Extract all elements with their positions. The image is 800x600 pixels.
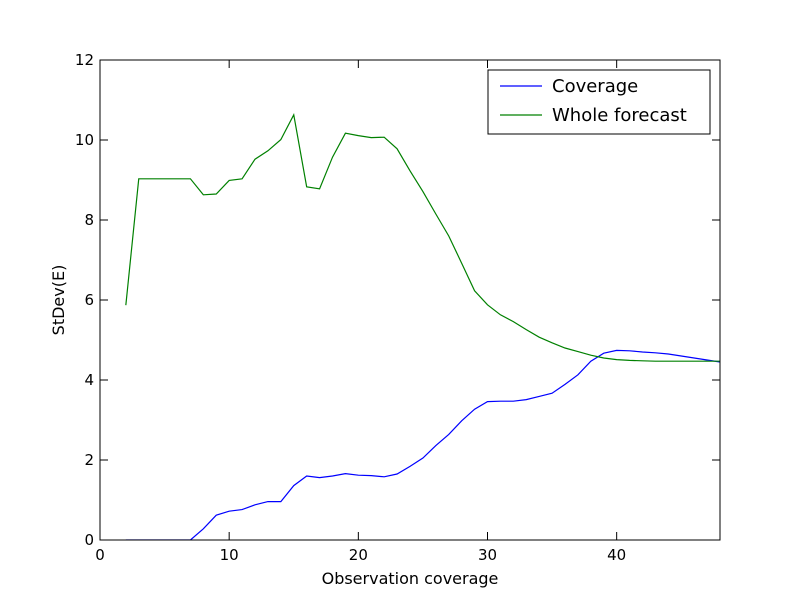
y-tick-label: 10: [75, 131, 94, 149]
y-tick-label: 4: [84, 371, 94, 389]
y-tick-label: 6: [84, 291, 94, 309]
y-axis-label: StDev(E): [49, 265, 68, 336]
plot-area: [125, 112, 720, 540]
y-tick-label: 2: [84, 451, 94, 469]
series-line-coverage: [125, 349, 720, 540]
series-line-whole-forecast: [125, 112, 720, 362]
y-tick-label: 8: [84, 211, 94, 229]
x-tick-label: 0: [95, 546, 105, 564]
legend-label: Whole forecast: [552, 105, 687, 126]
x-tick-label: 30: [478, 546, 497, 564]
x-tick-label: 20: [349, 546, 368, 564]
x-tick-label: 10: [220, 546, 239, 564]
legend-box: [487, 69, 711, 135]
x-axis-label: Observation coverage: [322, 569, 499, 588]
y-tick-label: 12: [75, 51, 94, 69]
axes: 0 10 20 30 40 0 2 4 6 8 10 12: [75, 51, 721, 564]
legend-label: Coverage: [552, 76, 638, 97]
legend: Coverage Whole forecast: [487, 69, 711, 135]
y-tick-label: 0: [84, 531, 94, 549]
x-tick-label: 40: [607, 546, 626, 564]
